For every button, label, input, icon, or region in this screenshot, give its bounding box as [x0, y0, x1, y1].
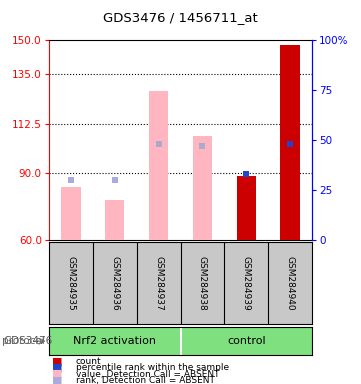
Text: GDS3476 / 1456711_at: GDS3476 / 1456711_at: [103, 11, 258, 24]
Bar: [49, 327, 180, 355]
Bar: [180, 327, 312, 355]
Text: rank, Detection Call = ABSENT: rank, Detection Call = ABSENT: [76, 376, 215, 384]
Text: GSM284935: GSM284935: [66, 256, 75, 311]
Text: GDS3476: GDS3476: [4, 336, 53, 346]
Text: Nrf2 activation: Nrf2 activation: [73, 336, 156, 346]
Bar: [236, 175, 256, 240]
Text: ■: ■: [52, 363, 63, 373]
Bar: [105, 200, 125, 240]
Text: GSM284938: GSM284938: [198, 256, 207, 311]
Text: GSM284940: GSM284940: [286, 256, 295, 311]
Bar: [192, 136, 212, 240]
Text: ■: ■: [52, 357, 63, 367]
Bar: [280, 45, 300, 240]
Text: percentile rank within the sample: percentile rank within the sample: [76, 363, 229, 372]
Text: GSM284936: GSM284936: [110, 256, 119, 311]
Text: ■: ■: [52, 375, 63, 384]
Text: control: control: [227, 336, 266, 346]
Text: GSM284937: GSM284937: [154, 256, 163, 311]
Text: count: count: [76, 357, 101, 366]
Text: ■: ■: [52, 369, 63, 379]
Bar: [149, 91, 169, 240]
Text: value, Detection Call = ABSENT: value, Detection Call = ABSENT: [76, 369, 219, 379]
Text: protocol: protocol: [2, 336, 44, 346]
Text: GSM284939: GSM284939: [242, 256, 251, 311]
Bar: [61, 187, 81, 240]
